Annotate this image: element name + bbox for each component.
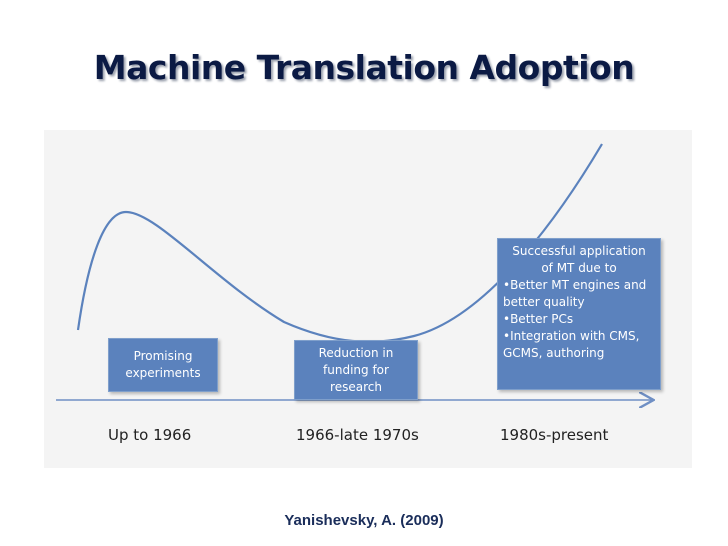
box-reduction-funding: Reduction in funding for research — [294, 340, 418, 400]
page-title: Machine Translation Adoption — [93, 48, 635, 87]
box-promising-experiments: Promising experiments — [108, 338, 218, 392]
box-line: Successful application — [512, 244, 646, 258]
adoption-diagram: Promising experiments Reduction in fundi… — [44, 130, 692, 468]
box-bullet: •Integration with CMS, — [503, 329, 640, 343]
box-line: Promising — [133, 349, 193, 363]
period-label: 1980s-present — [500, 426, 609, 444]
box-line: better quality — [503, 295, 585, 309]
box-line: GCMS, authoring — [503, 346, 605, 360]
box-line: funding for — [323, 363, 389, 377]
box-line: research — [330, 380, 382, 394]
period-label: Up to 1966 — [108, 426, 192, 444]
box-line: Reduction in — [318, 346, 394, 360]
box-line: of MT due to — [541, 261, 617, 275]
box-line: experiments — [125, 366, 201, 380]
box-successful-application: Successful application of MT due to •Bet… — [497, 238, 661, 390]
box-bullet: •Better PCs — [503, 312, 574, 326]
box-bullet: •Better MT engines and — [503, 278, 647, 292]
citation: Yanishevsky, A. (2009) — [284, 512, 444, 529]
period-label: 1966-late 1970s — [296, 426, 419, 444]
